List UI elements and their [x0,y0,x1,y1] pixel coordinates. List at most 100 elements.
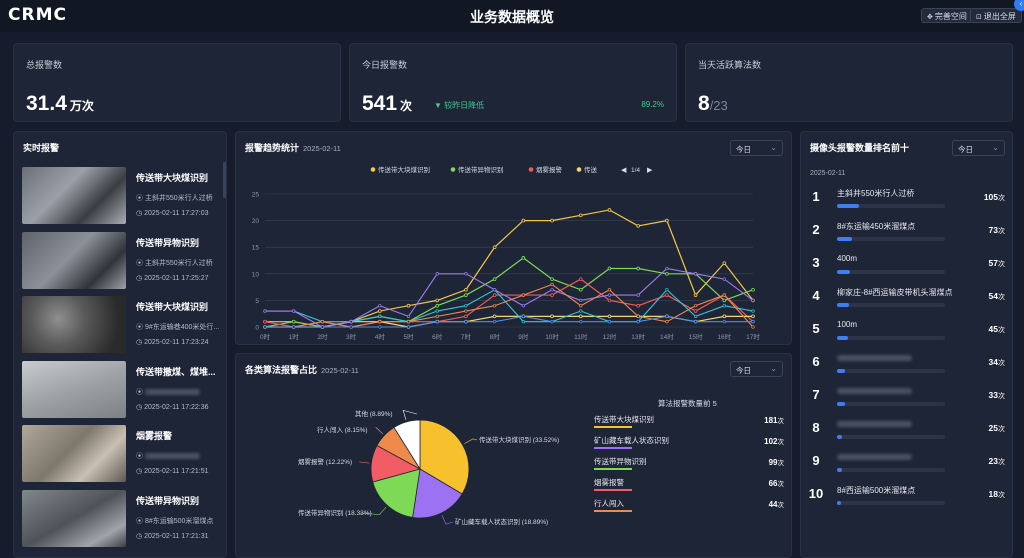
alarm-snapshot[interactable] [22,296,126,353]
ranking-item[interactable]: 6 34次 [805,353,1005,381]
algorithm-share-panel: 各类算法报警占比 2025-02-11 今日 ⌄ 算法报警数量前 5 [235,353,792,558]
trend-line-chart: 0 5 10 15 20 25 0时 1时 2时 3时 4时 5时 6时 7时 8时 9时 10时 11时 12时 1… [252,165,761,341]
data-point [607,208,612,212]
ranking-item[interactable]: 10 8#西运输500米溜煤点 18次 [805,485,1005,513]
ranking-item[interactable]: 7 33次 [805,386,1005,414]
series-line-2 [264,278,754,328]
data-point [492,293,497,297]
fullspace-button[interactable]: ✥ 完善空间 [921,8,973,23]
ranking-bar-track [837,237,945,241]
location-pin-icon: ⦿ [136,388,143,396]
data-point [349,320,353,324]
alarm-snapshot[interactable] [22,425,126,482]
data-point [378,325,382,329]
alarm-snapshot[interactable] [22,360,126,418]
ranking-number: 6 [812,354,820,369]
top5-item-name: 行人闯入 [594,499,624,508]
ranking-bar-track [837,336,945,340]
ranking-bar-track [837,270,945,274]
y-tick-label: 10 [252,271,260,278]
ranking-camera-name [837,419,912,428]
data-point [320,320,325,324]
alarm-list-scrollbar[interactable] [223,162,226,198]
x-tick-label: 11时 [574,332,588,341]
alarm-snapshot[interactable] [22,167,126,224]
ranking-item[interactable]: 4 柳家庄-8#西运输皮带机头溜煤点 54次 [805,287,1005,315]
exit-fullscreen-button[interactable]: ⊡ 退出全屏 [970,8,1022,23]
ranking-camera-name [837,386,912,395]
top5-item-name: 传送带异物识别 [594,457,647,466]
alarm-list-item[interactable]: 传送带撒煤、煤堆... ⦿ ◷ 2025-02-11 17:22:36 [22,360,226,418]
data-point [263,325,267,329]
x-tick-label: 4时 [375,332,386,341]
alarm-list-item[interactable]: 传送带异物识别 ⦿ 8#东运输500米溜煤点 ◷ 2025-02-11 17:21:… [22,489,226,547]
data-point [263,319,267,324]
ranking-item[interactable]: 3 400m 57次 [805,254,1005,282]
y-tick-label: 25 [252,192,260,199]
data-point [492,277,497,281]
ranking-number: 2 [812,222,820,237]
realtime-title: 实时报警 [23,143,60,153]
data-point [464,293,468,297]
ranking-item[interactable]: 9 23次 [805,452,1005,480]
ranking-item[interactable]: 5 100m 45次 [805,320,1005,348]
alarm-list-item[interactable]: 传送带异物识别 ⦿ 主斜井550米行人过桥 ◷ 2025-02-11 17:25:2… [22,231,226,289]
ranking-number: 5 [812,321,820,336]
data-point [521,314,526,319]
top5-item-name: 传送带大块煤识别 [594,415,654,424]
alarm-list-item[interactable]: 传送带大块煤识别 ⦿ 9#东运输巷400米处行... ◷ 2025-02-11 17… [22,296,226,353]
alarm-list-item[interactable]: 烟雾报警 ⦿ ◷ 2025-02-11 17:21:51 [22,425,226,482]
ranking-item[interactable]: 8 25次 [805,419,1005,447]
pie-slice-label: 传送带大块煤识别 (33.52%) [479,437,560,444]
data-point [550,282,554,287]
pie-leader-line [441,514,454,525]
ranking-count: 18次 [988,489,1005,499]
x-tick-label: 3时 [346,332,357,341]
algorithm-pie-chart [359,409,478,525]
chevron-down-icon: ⌄ [992,143,999,152]
ranking-camera-name: 主斜井550米行人过桥 [837,189,915,198]
legend-item-label: 传送带异物识别 [458,165,504,174]
data-point [751,320,755,324]
data-point [464,309,468,313]
ranking-item[interactable]: 2 8#东运输450米溜煤点 73次 [805,221,1005,249]
pie-slice-label: 传送带异物识别 (18.33%) [298,510,372,517]
data-point [550,293,554,297]
data-point [349,325,353,329]
collapse-tab-icon[interactable]: ‹ [1014,0,1024,11]
data-point [464,314,468,319]
alarm-list-item[interactable]: 传送带大块煤识别 ⦿ 主斜井550米行人过桥 ◷ 2025-02-11 17:27:… [22,167,226,224]
kpi-algorithms-label: 当天活跃算法数 [698,60,762,70]
ranking-bar-fill [837,402,845,406]
x-tick-label: 1时 [289,332,300,341]
kpi-total-alarms: 总报警数 31.4 万次 [13,43,341,122]
data-point [665,266,669,271]
data-point [722,304,726,308]
ranking-camera-name: 400m [837,254,858,263]
alarm-snapshot[interactable] [22,489,126,547]
legend-item-label: 传送带大块煤识别 [378,165,430,174]
alarm-snapshot[interactable] [22,231,126,289]
top5-item-count: 181次 [764,416,784,425]
y-tick-label: 5 [255,298,259,305]
expand-icon: ✥ [927,14,933,21]
data-point [578,277,583,281]
x-tick-label: 12时 [603,332,617,341]
ranking-range-select[interactable]: 今日 ⌄ [952,140,1005,156]
pie-range-select[interactable]: 今日 ⌄ [730,361,783,377]
data-point [435,298,440,303]
data-point [521,293,526,297]
fullspace-button-label: 完善空间 [934,12,967,21]
alarm-title: 传送带大块煤识别 [136,173,209,183]
data-point [722,314,727,319]
ranking-item[interactable]: 1 主斜井550米行人过桥 105次 [805,188,1005,216]
data-point [578,213,583,218]
pie-leader-line [464,438,478,445]
trend-range-select[interactable]: 今日 ⌄ [730,140,783,156]
data-point [636,303,640,308]
ranking-count: 105次 [983,192,1005,202]
ranking-bar-track [837,303,945,307]
kpi-today-label: 今日报警数 [362,60,408,70]
y-tick-label: 0 [255,325,259,332]
data-point [378,320,382,324]
